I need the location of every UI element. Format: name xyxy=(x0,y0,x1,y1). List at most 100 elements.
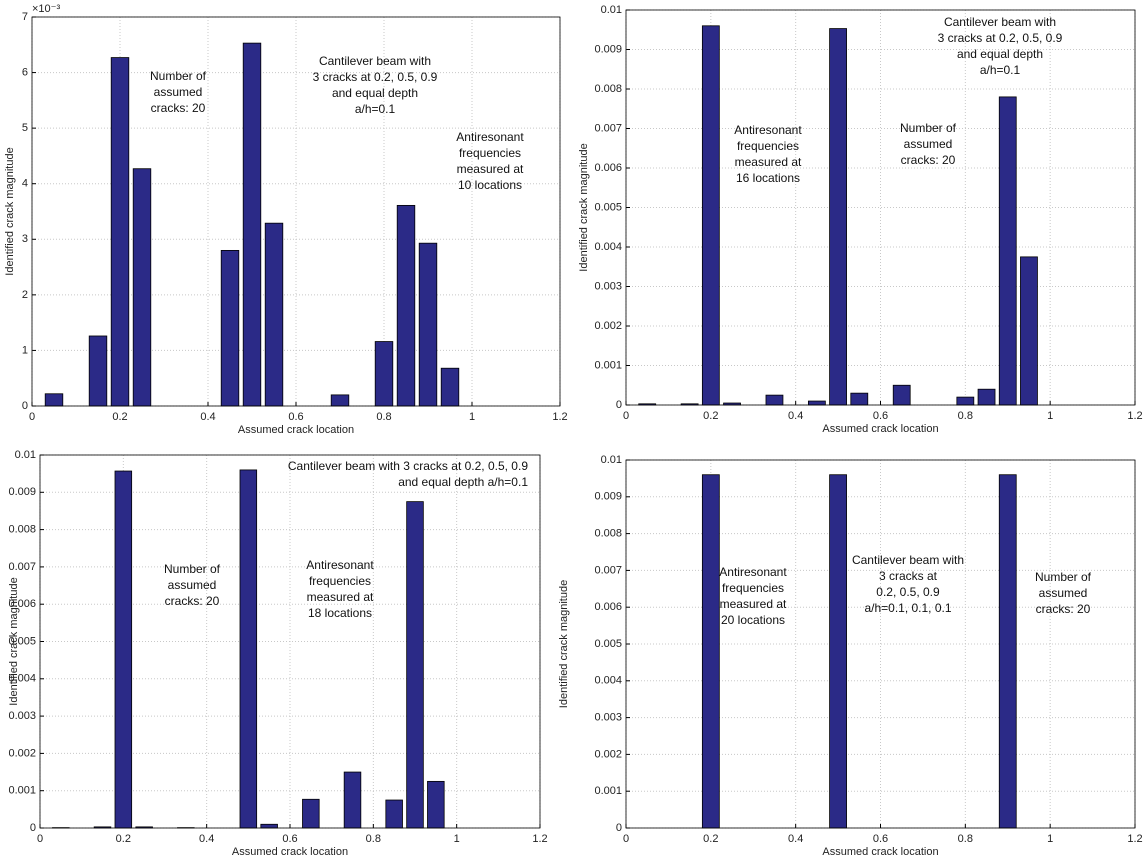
x-axis-label: Assumed crack location xyxy=(238,424,354,436)
y-tick-label: 0.004 xyxy=(594,675,622,687)
y-axis-label: Identified crack magnitude xyxy=(4,147,16,275)
bar xyxy=(242,42,262,407)
annotation: 3 cracks at 0.2, 0.5, 0.9 xyxy=(938,31,1063,45)
bar xyxy=(239,469,258,829)
y-tick-label: 0.005 xyxy=(594,201,622,213)
annotation: Antiresonant xyxy=(306,558,374,572)
y-tick-label: 0.009 xyxy=(594,43,622,55)
bar xyxy=(406,501,424,829)
y-tick-label: 0.006 xyxy=(8,598,36,610)
x-tick-label: 0.4 xyxy=(788,833,803,845)
y-tick-label: 5 xyxy=(22,122,28,134)
axes-box xyxy=(625,9,1136,406)
x-tick-label: 0.8 xyxy=(958,833,973,845)
x-tick-label: 0 xyxy=(623,833,629,845)
x-tick-label: 0.8 xyxy=(366,833,381,845)
x-tick-label: 1.2 xyxy=(552,411,567,423)
bar xyxy=(998,96,1017,406)
x-tick-label: 0.4 xyxy=(199,833,214,845)
y-tick-label: 0 xyxy=(30,822,36,834)
annotation: cracks: 20 xyxy=(901,153,956,167)
y-tick-label: 6 xyxy=(22,66,28,78)
x-tick-label: 1.2 xyxy=(532,833,547,845)
annotation: a/h=0.1 xyxy=(980,63,1021,77)
bar xyxy=(892,384,911,406)
y-tick-label: 0.001 xyxy=(8,785,36,797)
annotation: measured at xyxy=(457,162,524,176)
bar xyxy=(765,394,784,406)
y-tick-label: 0.006 xyxy=(594,162,622,174)
y-tick-label: 0.004 xyxy=(8,673,36,685)
x-tick-label: 0.2 xyxy=(703,833,718,845)
bar xyxy=(88,335,108,407)
y-tick-label: 0.007 xyxy=(594,564,622,576)
annotation: Antiresonant xyxy=(734,123,802,137)
axes-box xyxy=(39,454,541,829)
bar xyxy=(220,249,240,407)
y-axis-label: Identified crack magnitude xyxy=(578,143,590,271)
bar xyxy=(44,393,64,407)
bar xyxy=(956,396,975,406)
y-axis-label: Identified crack magnitude xyxy=(558,580,570,708)
y-tick-label: 0.007 xyxy=(8,561,36,573)
bar xyxy=(427,780,445,829)
x-axis-label: Assumed crack location xyxy=(232,846,348,858)
y-tick-label: 0.009 xyxy=(8,486,36,498)
x-tick-label: 1 xyxy=(1047,833,1053,845)
bar xyxy=(807,400,826,406)
y-tick-label: 0.01 xyxy=(601,4,622,16)
annotation: 0.2, 0.5, 0.9 xyxy=(876,585,940,599)
x-tick-label: 0.6 xyxy=(873,833,888,845)
annotation: assumed xyxy=(904,137,953,151)
annotation: frequencies xyxy=(459,146,521,160)
annotation: measured at xyxy=(720,597,787,611)
annotation: 3 cracks at xyxy=(879,569,938,583)
bar xyxy=(110,57,130,407)
bar xyxy=(1020,256,1038,406)
x-tick-label: 0.2 xyxy=(112,411,127,423)
x-axis-label: Assumed crack location xyxy=(822,846,938,858)
annotation: assumed xyxy=(1039,586,1088,600)
y-tick-label: 0.008 xyxy=(8,524,36,536)
y-tick-label: 0.01 xyxy=(601,454,622,466)
annotation: cracks: 20 xyxy=(1036,602,1091,616)
annotation: Cantilever beam with xyxy=(944,15,1056,29)
y-tick-label: 0.008 xyxy=(594,528,622,540)
annotation: cracks: 20 xyxy=(151,101,206,115)
y-tick-label: 0.007 xyxy=(594,122,622,134)
bar xyxy=(418,242,438,407)
annotation: Number of xyxy=(150,69,207,83)
bar xyxy=(385,799,403,829)
y-tick-label: 0.005 xyxy=(594,638,622,650)
y-tick-label: 0.001 xyxy=(594,359,622,371)
annotation: 3 cracks at 0.2, 0.5, 0.9 xyxy=(313,70,438,84)
annotation: measured at xyxy=(735,155,802,169)
x-tick-label: 0.8 xyxy=(958,410,973,422)
annotation: Cantilever beam with 3 cracks at 0.2, 0.… xyxy=(288,459,528,473)
x-tick-label: 1 xyxy=(1047,410,1053,422)
y-tick-label: 0.002 xyxy=(8,747,36,759)
x-tick-label: 0.4 xyxy=(200,411,215,423)
y-tick-label: 0.009 xyxy=(594,491,622,503)
y-tick-label: 0 xyxy=(616,399,622,411)
annotation: cracks: 20 xyxy=(165,594,220,608)
annotation: measured at xyxy=(307,590,374,604)
annotation: and equal depth a/h=0.1 xyxy=(398,475,528,489)
annotation: Number of xyxy=(1035,570,1092,584)
y-tick-label: 0.001 xyxy=(594,785,622,797)
x-tick-label: 0.6 xyxy=(288,411,303,423)
x-tick-label: 1.2 xyxy=(1127,410,1142,422)
y-tick-label: 0.004 xyxy=(594,241,622,253)
x-tick-label: 0 xyxy=(37,833,43,845)
x-tick-label: 0 xyxy=(29,411,35,423)
x-axis-label: Assumed crack location xyxy=(822,423,938,435)
x-tick-label: 0.6 xyxy=(282,833,297,845)
x-tick-label: 0.6 xyxy=(873,410,888,422)
y-tick-label: 2 xyxy=(22,289,28,301)
annotation: Cantilever beam with xyxy=(852,553,964,567)
x-tick-label: 0.2 xyxy=(703,410,718,422)
bar xyxy=(264,222,284,407)
axes-box xyxy=(31,16,561,407)
x-tick-label: 1.2 xyxy=(1127,833,1142,845)
